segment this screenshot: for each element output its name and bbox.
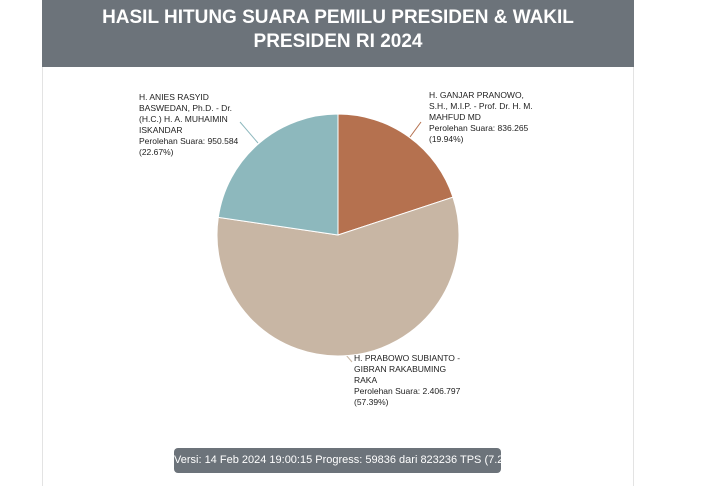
candidate-name: H. GANJAR PRANOWO, S.H., M.I.P. - Prof. … bbox=[429, 90, 533, 122]
vote-line: Perolehan Suara: 950.584 bbox=[139, 136, 249, 147]
pie-slice bbox=[217, 113, 339, 236]
vote-line: Perolehan Suara: 836.265 bbox=[429, 123, 544, 134]
candidate-name: H. ANIES RASYID BASWEDAN, Ph.D. - Dr. (H… bbox=[139, 92, 233, 135]
candidate-name: H. PRABOWO SUBIANTO - GIBRAN RAKABUMING … bbox=[354, 353, 461, 385]
panel bbox=[42, 0, 634, 486]
slice-label: H. GANJAR PRANOWO, S.H., M.I.P. - Prof. … bbox=[429, 90, 544, 145]
version-info: Versi: 14 Feb 2024 19:00:15 Progress: 59… bbox=[174, 448, 523, 473]
leader-line bbox=[239, 121, 259, 144]
pie-slice bbox=[216, 196, 460, 357]
vote-prefix: Perolehan Suara: bbox=[429, 123, 496, 133]
slice-label: H. PRABOWO SUBIANTO - GIBRAN RAKABUMING … bbox=[354, 353, 464, 408]
slice-label: H. ANIES RASYID BASWEDAN, Ph.D. - Dr. (H… bbox=[139, 92, 249, 158]
vote-count: 2.406.797 bbox=[422, 386, 461, 396]
pie-slice bbox=[337, 113, 454, 236]
vote-line: Perolehan Suara: 2.406.797 bbox=[354, 386, 464, 397]
vote-percent: (57.39%) bbox=[354, 397, 389, 407]
vote-count: 950.584 bbox=[207, 136, 239, 146]
leader-line bbox=[345, 354, 353, 363]
leader-line bbox=[409, 121, 422, 138]
vote-percent: (19.94%) bbox=[429, 134, 464, 144]
vote-percent: (22.67%) bbox=[139, 147, 174, 157]
chart-title: HASIL HITUNG SUARA PEMILU PRESIDEN & WAK… bbox=[42, 0, 634, 67]
vote-count: 836.265 bbox=[497, 123, 529, 133]
vote-prefix: Perolehan Suara: bbox=[354, 386, 421, 396]
vote-prefix: Perolehan Suara: bbox=[139, 136, 206, 146]
